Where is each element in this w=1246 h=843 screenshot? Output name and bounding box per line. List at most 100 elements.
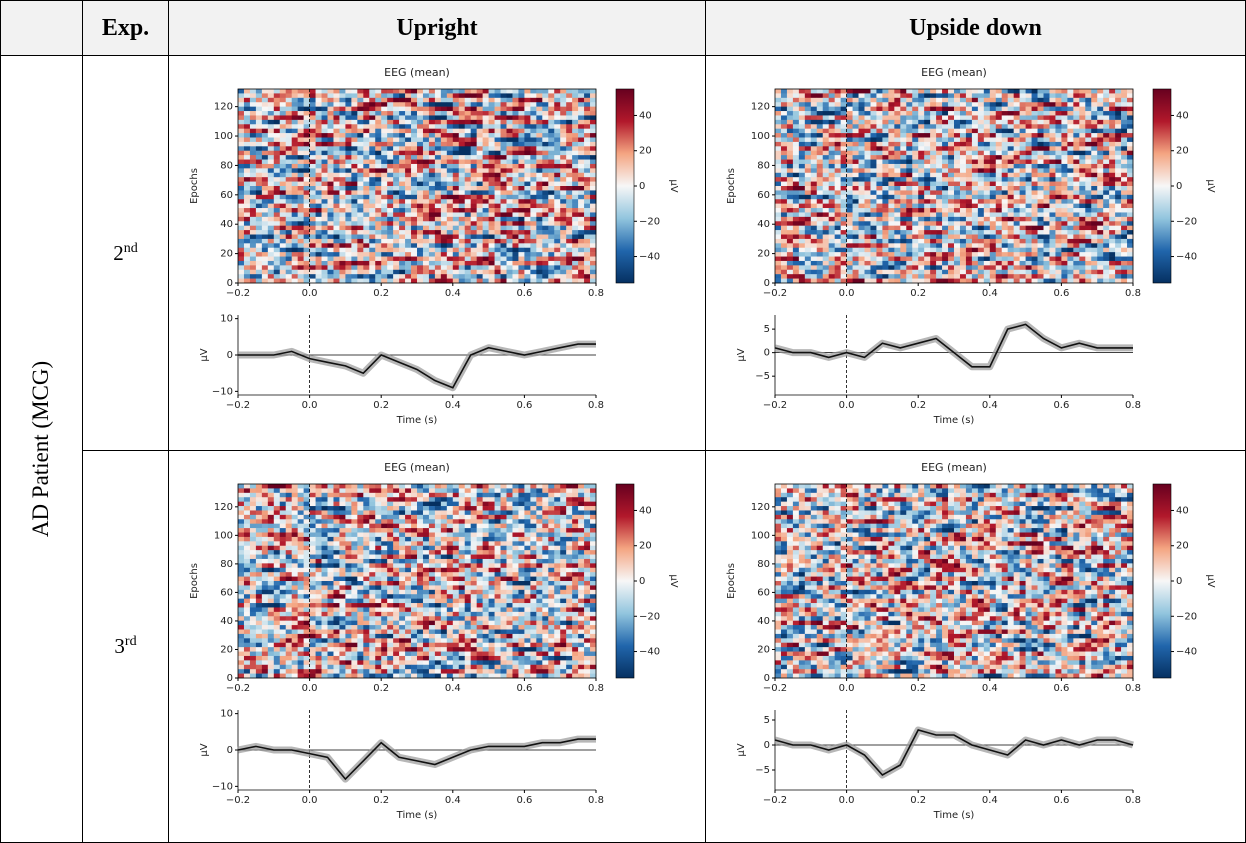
heatmap-cell bbox=[310, 155, 316, 160]
heatmap-cell bbox=[936, 115, 942, 120]
heatmap-cell bbox=[829, 243, 835, 248]
heatmap-cell bbox=[322, 173, 328, 178]
heatmap-cell bbox=[805, 146, 811, 151]
heatmap-cell bbox=[924, 230, 930, 235]
heatmap-cell bbox=[978, 221, 984, 226]
heatmap-cell bbox=[984, 190, 990, 195]
heatmap-cell bbox=[572, 186, 578, 191]
heatmap-cell bbox=[876, 93, 882, 98]
heatmap-cell bbox=[841, 115, 847, 120]
heatmap-cell bbox=[1127, 243, 1133, 248]
heatmap-cell bbox=[477, 235, 483, 240]
heatmap-cell bbox=[1044, 199, 1050, 204]
heatmap-cell bbox=[870, 177, 876, 182]
heatmap-cell bbox=[906, 186, 912, 191]
heatmap-cell bbox=[369, 133, 375, 138]
heatmap-cell bbox=[548, 274, 554, 279]
heatmap-cell bbox=[590, 111, 596, 116]
heatmap-cell bbox=[304, 129, 310, 134]
heatmap-cell bbox=[387, 151, 393, 156]
heatmap-cell bbox=[447, 239, 453, 244]
heatmap-cell bbox=[1032, 186, 1038, 191]
heatmap-cell bbox=[948, 248, 954, 253]
heatmap-cell bbox=[829, 168, 835, 173]
heatmap-cell bbox=[381, 177, 387, 182]
heatmap-cell bbox=[775, 111, 781, 116]
heatmap-cell bbox=[1020, 98, 1026, 103]
heatmap-cell bbox=[298, 186, 304, 191]
heatmap-cell bbox=[322, 93, 328, 98]
heatmap-cell bbox=[811, 195, 817, 200]
heatmap-cell bbox=[536, 243, 542, 248]
heatmap-cell bbox=[501, 195, 507, 200]
heatmap-cell bbox=[942, 107, 948, 112]
heatmap-cell bbox=[1097, 111, 1103, 116]
heatmap-cell bbox=[524, 248, 530, 253]
heatmap-cell bbox=[542, 195, 548, 200]
heatmap-cell bbox=[333, 208, 339, 213]
heatmap-cell bbox=[536, 265, 542, 270]
heatmap-cell bbox=[876, 155, 882, 160]
heatmap-cell bbox=[1067, 115, 1073, 120]
heatmap-cell bbox=[835, 120, 841, 125]
heatmap-cell bbox=[369, 270, 375, 275]
heatmap-cell bbox=[560, 138, 566, 143]
heatmap-cell bbox=[274, 155, 280, 160]
x-tick-label: −0.2 bbox=[226, 400, 250, 411]
heatmap-cell bbox=[1020, 124, 1026, 129]
heatmap-cell bbox=[292, 265, 298, 270]
heatmap-cell bbox=[322, 102, 328, 107]
heatmap-cell bbox=[870, 102, 876, 107]
heatmap-cell bbox=[912, 186, 918, 191]
heatmap-cell bbox=[304, 168, 310, 173]
heatmap-cell bbox=[1073, 199, 1079, 204]
heatmap-cell bbox=[1038, 235, 1044, 240]
heatmap-cell bbox=[1049, 168, 1055, 173]
heatmap-cell bbox=[351, 146, 357, 151]
heatmap-cell bbox=[292, 173, 298, 178]
heatmap-cell bbox=[256, 230, 262, 235]
heatmap-cell bbox=[542, 243, 548, 248]
heatmap-cell bbox=[894, 133, 900, 138]
heatmap-cell bbox=[518, 274, 524, 279]
heatmap-cell bbox=[870, 146, 876, 151]
heatmap-cell bbox=[405, 133, 411, 138]
heatmap-cell bbox=[912, 217, 918, 222]
heatmap-cell bbox=[900, 146, 906, 151]
heatmap-cell bbox=[387, 265, 393, 270]
heatmap-cell bbox=[483, 190, 489, 195]
heatmap-cell bbox=[1115, 235, 1121, 240]
heatmap-cell bbox=[357, 270, 363, 275]
heatmap-cell bbox=[411, 248, 417, 253]
heatmap-cell bbox=[1115, 248, 1121, 253]
heatmap-cell bbox=[411, 279, 417, 284]
heatmap-cell bbox=[441, 248, 447, 253]
heatmap-cell bbox=[590, 217, 596, 222]
heatmap-cell bbox=[238, 151, 244, 156]
x-tick-label: 0.4 bbox=[445, 400, 461, 411]
heatmap-cell bbox=[524, 274, 530, 279]
heatmap-cell bbox=[990, 226, 996, 231]
heatmap-cell bbox=[459, 146, 465, 151]
heatmap-cell bbox=[1115, 98, 1121, 103]
heatmap-cell bbox=[322, 155, 328, 160]
heatmap-cell bbox=[441, 274, 447, 279]
heatmap-cell bbox=[924, 111, 930, 116]
heatmap-cell bbox=[1073, 177, 1079, 182]
heatmap-cell bbox=[316, 173, 322, 178]
heatmap-cell bbox=[1020, 164, 1026, 169]
heatmap-cell bbox=[966, 190, 972, 195]
heatmap-cell bbox=[322, 186, 328, 191]
heatmap-cell bbox=[1067, 239, 1073, 244]
heatmap-cell bbox=[870, 226, 876, 231]
heatmap-cell bbox=[256, 93, 262, 98]
heatmap-cell bbox=[268, 243, 274, 248]
heatmap-cell bbox=[310, 168, 316, 173]
heatmap-cell bbox=[888, 142, 894, 147]
heatmap-cell bbox=[805, 226, 811, 231]
heatmap-cell bbox=[894, 102, 900, 107]
heatmap-cell bbox=[369, 248, 375, 253]
heatmap-cell bbox=[375, 221, 381, 226]
heatmap-cell bbox=[423, 168, 429, 173]
heatmap-cell bbox=[316, 265, 322, 270]
